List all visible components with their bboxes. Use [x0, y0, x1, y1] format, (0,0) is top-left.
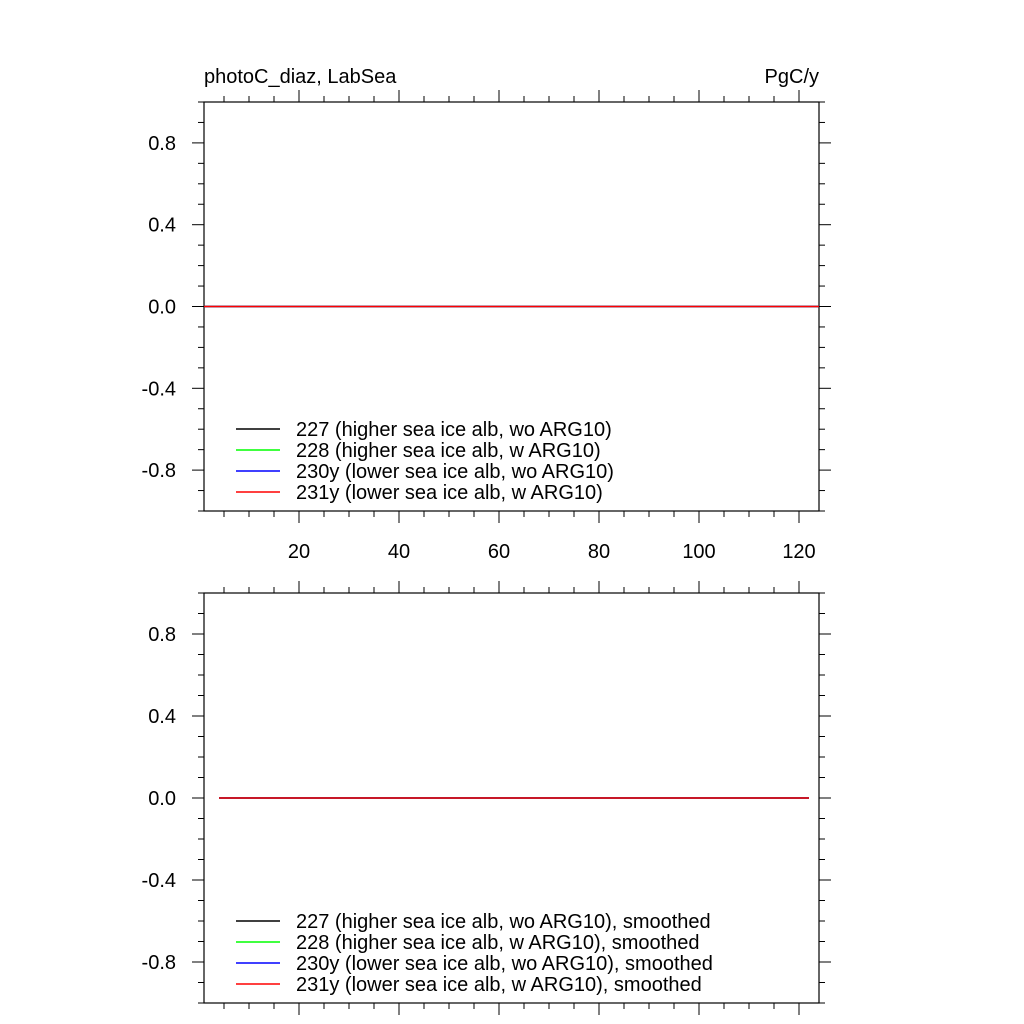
chart-2-ytick-label: 0.8	[148, 624, 176, 646]
chart-2-ytick-label: -0.4	[142, 870, 176, 892]
chart-1-xtick-label: 80	[588, 541, 610, 563]
chart-1-ytick-label: 0.0	[148, 297, 176, 319]
chart-1-xtick-label: 20	[288, 541, 310, 563]
chart-2-ytick-label: 0.4	[148, 706, 176, 728]
chart-1-legend-label-1: 227 (higher sea ice alb, wo ARG10)	[296, 419, 612, 441]
chart-2-plot-frame	[203, 592, 820, 1004]
chart-1-xtick-label: 100	[682, 541, 715, 563]
chart-1-panel: photoC_diaz, LabSea PgC/y 0.8 0.4 0.0 -0.4 -0.…	[142, 66, 831, 563]
chart-1-title: photoC_diaz, LabSea	[204, 66, 397, 88]
chart-1-ytick-label: -0.8	[142, 460, 176, 482]
chart-2-legend-label-3: 230y (lower sea ice alb, wo ARG10), smoo…	[296, 953, 713, 975]
chart-1-xtick-label: 120	[782, 541, 815, 563]
chart-2-legend-label-1: 227 (higher sea ice alb, wo ARG10), smoo…	[296, 911, 711, 933]
chart-1-ytick-label: -0.4	[142, 378, 176, 400]
chart-1-legend-label-2: 228 (higher sea ice alb, w ARG10)	[296, 440, 601, 462]
chart-1-ytick-label: 0.8	[148, 133, 176, 155]
chart-1-legend-label-3: 230y (lower sea ice alb, wo ARG10)	[296, 461, 614, 483]
chart-2-legend-label-2: 228 (higher sea ice alb, w ARG10), smoot…	[296, 932, 700, 954]
chart-2-ytick-label: -0.8	[142, 952, 176, 974]
chart-1-units: PgC/y	[765, 66, 819, 88]
chart-1-xtick-label: 40	[388, 541, 410, 563]
chart-1-xtick-label: 60	[488, 541, 510, 563]
chart-2-panel: 0.8 0.4 0.0 -0.4 -0.8 227 (higher sea ice alb…	[142, 581, 831, 1015]
chart-2-legend-label-4: 231y (lower sea ice alb, w ARG10), smoot…	[296, 974, 702, 996]
chart-1-ytick-label: 0.4	[148, 215, 176, 237]
chart-2-ytick-label: 0.0	[148, 788, 176, 810]
chart-1-legend-label-4: 231y (lower sea ice alb, w ARG10)	[296, 482, 603, 504]
